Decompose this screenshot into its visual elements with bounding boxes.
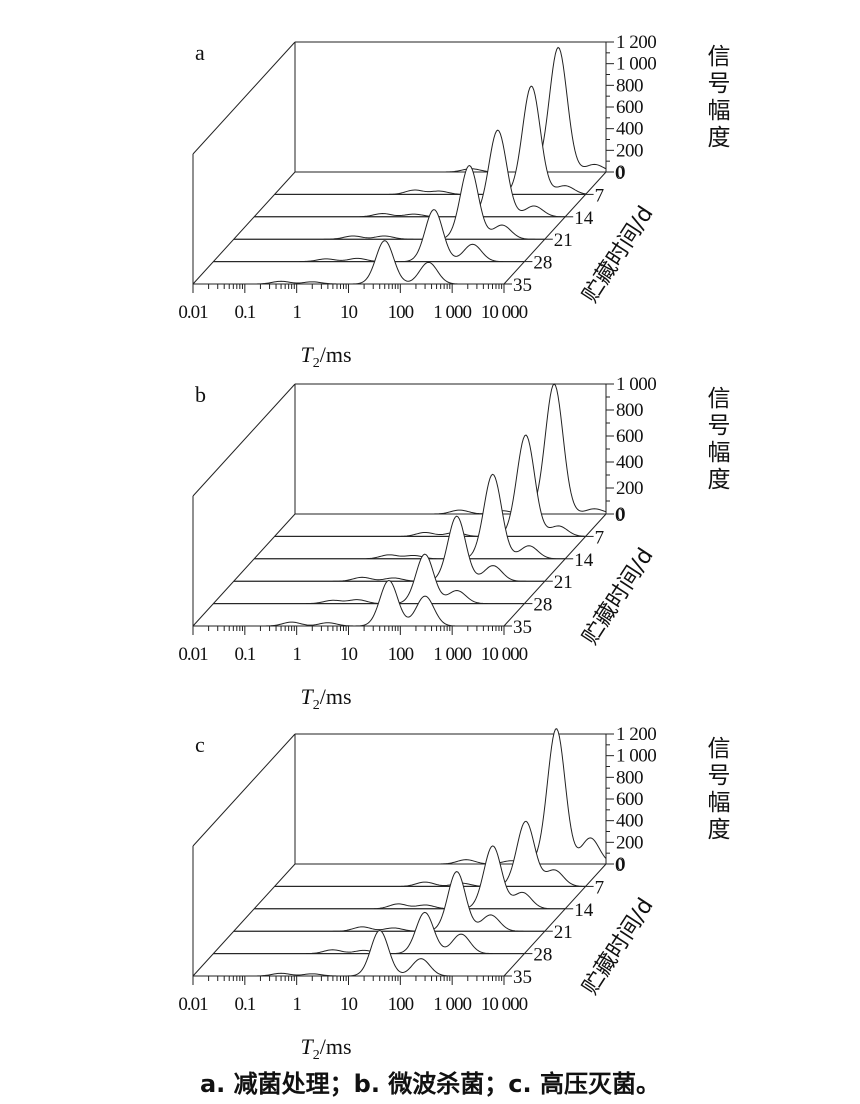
side-wall-top-edge bbox=[192, 733, 296, 847]
z-tick-label: 7 bbox=[595, 877, 605, 898]
x-axis-title-symbol: T bbox=[300, 1034, 314, 1059]
x-tick-label: 0.01 bbox=[178, 644, 208, 665]
x-tick-label: 1 000 bbox=[433, 994, 471, 1015]
x-tick-label: 100 bbox=[388, 644, 414, 665]
y-tick-label: 1 200 bbox=[616, 724, 656, 745]
panel-label: c bbox=[195, 732, 205, 757]
x-axis-title: T2/ms bbox=[300, 684, 351, 713]
series-28-curve bbox=[213, 911, 525, 955]
z-tick-label: 7 bbox=[595, 185, 605, 206]
x-tick-label: 1 bbox=[292, 644, 301, 665]
x-tick-label: 10 bbox=[340, 994, 358, 1015]
x-tick-label: 100 bbox=[388, 994, 414, 1015]
series-7-curve bbox=[274, 85, 587, 195]
z-tick-label: 14 bbox=[574, 208, 594, 229]
y-tick-label: 0 bbox=[616, 854, 625, 875]
z-tick-label: 0 bbox=[615, 505, 625, 526]
x-tick-label: 0.1 bbox=[234, 302, 255, 323]
figure-caption: a. 减菌处理；b. 微波杀菌；c. 高压灭菌。 bbox=[199, 1070, 661, 1098]
z-tick-label: 0 bbox=[615, 855, 625, 876]
x-axis-title-subscript: 2 bbox=[313, 1048, 320, 1063]
x-axis-title: T2/ms bbox=[300, 1034, 351, 1063]
x-axis-title-symbol: T bbox=[300, 684, 314, 709]
z-tick-label: 28 bbox=[533, 595, 552, 616]
y-axis-title: 信号幅度 bbox=[703, 386, 731, 494]
y-axis-title: 信号幅度 bbox=[703, 44, 731, 152]
z-tick-label: 35 bbox=[513, 275, 532, 296]
x-tick-label: 10 000 bbox=[481, 994, 528, 1015]
x-tick-label: 1 bbox=[292, 994, 301, 1015]
x-axis-title-unit: /ms bbox=[320, 1034, 352, 1059]
y-tick-label: 600 bbox=[616, 426, 643, 447]
panel-label: a bbox=[195, 40, 205, 65]
z-tick-label: 35 bbox=[513, 967, 532, 988]
series-0-curve bbox=[295, 46, 607, 173]
floor-left-edge bbox=[192, 171, 296, 285]
x-axis-title-unit: /ms bbox=[320, 342, 352, 367]
y-tick-label: 800 bbox=[616, 400, 643, 421]
x-tick-label: 0.1 bbox=[234, 644, 255, 665]
z-tick-label: 28 bbox=[533, 253, 552, 274]
z-tick-label: 14 bbox=[574, 900, 594, 921]
y-tick-label: 1 000 bbox=[616, 374, 656, 395]
panel-label: b bbox=[195, 382, 206, 407]
y-tick-label: 200 bbox=[616, 478, 643, 499]
y-tick-label: 200 bbox=[616, 832, 643, 853]
x-axis-title-symbol: T bbox=[300, 342, 314, 367]
side-wall-top-edge bbox=[192, 41, 296, 155]
y-tick-label: 1 000 bbox=[616, 746, 656, 767]
y-tick-label: 600 bbox=[616, 789, 643, 810]
y-tick-label: 0 bbox=[616, 162, 625, 183]
x-axis-title-subscript: 2 bbox=[313, 356, 320, 371]
y-tick-label: 800 bbox=[616, 767, 643, 788]
panel-a: a 0.01 0.1 1 10 100 1 000 10 000 T2/ms 0200400600… bbox=[178, 32, 730, 371]
x-tick-label: 1 000 bbox=[433, 302, 471, 323]
y-tick-label: 0 bbox=[616, 504, 625, 525]
x-axis-title-unit: /ms bbox=[320, 684, 352, 709]
z-axis-line bbox=[503, 863, 607, 977]
z-tick-label: 14 bbox=[574, 550, 594, 571]
z-tick-label: 21 bbox=[554, 230, 573, 251]
z-tick-label: 28 bbox=[533, 945, 552, 966]
x-tick-label: 10 000 bbox=[481, 302, 528, 323]
y-tick-label: 1 200 bbox=[616, 32, 656, 53]
y-tick-label: 1 000 bbox=[616, 54, 656, 75]
z-tick-label: 21 bbox=[554, 922, 573, 943]
z-axis-line bbox=[503, 171, 607, 285]
x-tick-label: 0.01 bbox=[178, 994, 208, 1015]
series-0-curve bbox=[295, 728, 607, 865]
x-axis-title-subscript: 2 bbox=[313, 698, 320, 713]
x-tick-label: 1 000 bbox=[433, 644, 471, 665]
x-tick-label: 100 bbox=[388, 302, 414, 323]
floor-left-edge bbox=[192, 863, 296, 977]
x-tick-label: 0.1 bbox=[234, 994, 255, 1015]
y-tick-label: 400 bbox=[616, 811, 643, 832]
x-tick-label: 1 bbox=[292, 302, 301, 323]
z-tick-label: 0 bbox=[615, 163, 625, 184]
x-tick-label: 10 000 bbox=[481, 644, 528, 665]
series-0-curve bbox=[295, 383, 607, 515]
y-tick-label: 200 bbox=[616, 140, 643, 161]
y-tick-label: 800 bbox=[616, 75, 643, 96]
z-tick-label: 7 bbox=[595, 527, 605, 548]
z-axis-line bbox=[503, 513, 607, 627]
series-35-curve bbox=[193, 240, 504, 285]
x-tick-label: 10 bbox=[340, 302, 358, 323]
y-tick-label: 400 bbox=[616, 119, 643, 140]
y-tick-label: 600 bbox=[616, 97, 643, 118]
x-tick-label: 0.01 bbox=[178, 302, 208, 323]
y-tick-label: 400 bbox=[616, 452, 643, 473]
panel-b: b 0.01 0.1 1 10 100 1 000 10 000 T2/ms 0 200 400 600… bbox=[178, 374, 730, 713]
side-wall-top-edge bbox=[192, 383, 296, 497]
panel-c: c 0.01 0.1 1 10 100 1 000 10 000 T2/ms 0200400600… bbox=[178, 724, 730, 1063]
x-tick-label: 10 bbox=[340, 644, 358, 665]
z-tick-label: 21 bbox=[554, 572, 573, 593]
floor-left-edge bbox=[192, 513, 296, 627]
z-tick-label: 35 bbox=[513, 617, 532, 638]
y-axis-title: 信号幅度 bbox=[703, 736, 731, 844]
x-axis-title: T2/ms bbox=[300, 342, 351, 371]
